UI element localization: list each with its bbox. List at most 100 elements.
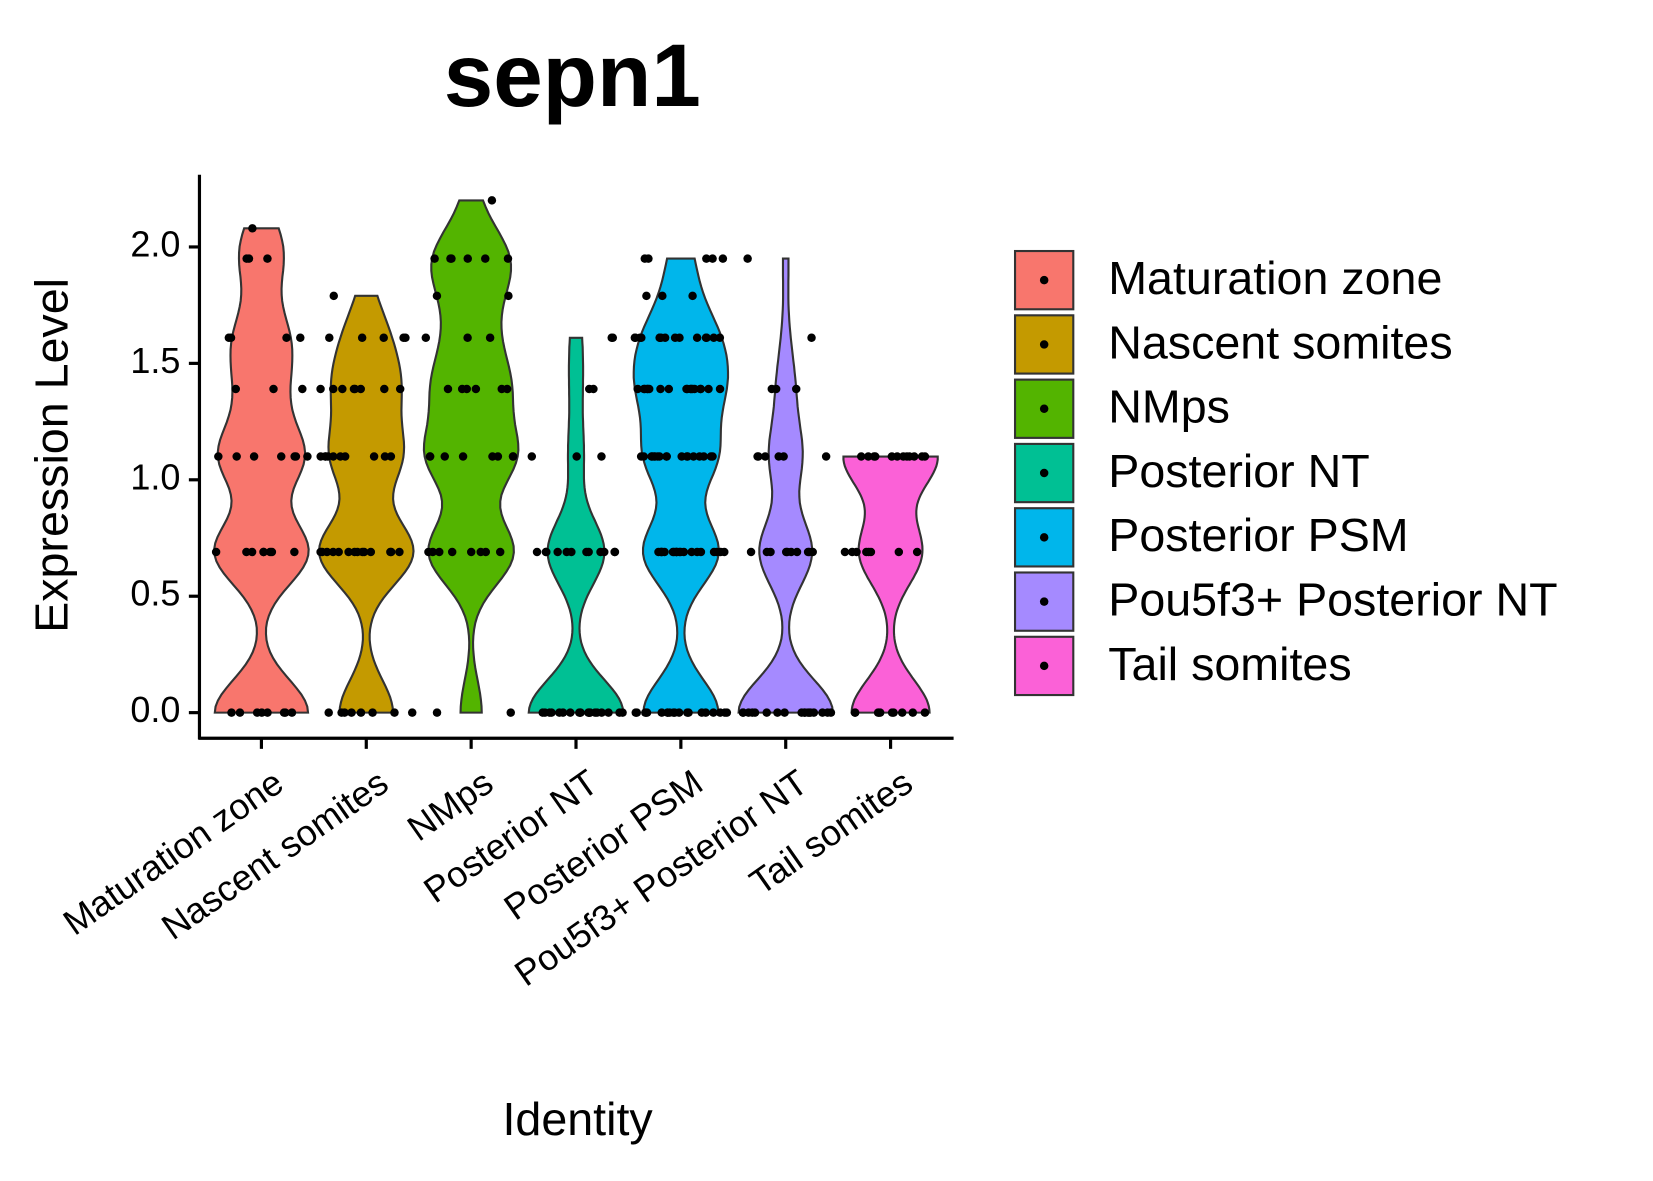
data-point bbox=[324, 708, 333, 717]
data-point bbox=[584, 708, 594, 717]
data-point bbox=[607, 333, 616, 342]
y-axis-title: Expression Level bbox=[26, 278, 78, 633]
data-point bbox=[321, 452, 331, 461]
data-point bbox=[847, 547, 857, 557]
data-point bbox=[780, 708, 789, 717]
data-point bbox=[248, 224, 257, 233]
data-point bbox=[683, 452, 692, 461]
data-point bbox=[481, 254, 490, 263]
data-point bbox=[350, 547, 359, 557]
data-point bbox=[589, 384, 598, 394]
data-point bbox=[290, 452, 299, 461]
legend-label: Posterior PSM bbox=[1108, 509, 1408, 561]
data-point bbox=[750, 708, 760, 717]
legend-dot bbox=[1039, 597, 1049, 606]
data-point bbox=[760, 452, 770, 461]
data-point bbox=[487, 196, 497, 205]
data-point bbox=[267, 547, 277, 557]
data-point bbox=[909, 452, 919, 461]
data-point bbox=[443, 384, 453, 394]
data-point bbox=[329, 384, 338, 394]
data-point bbox=[432, 291, 442, 301]
data-point bbox=[662, 452, 671, 461]
data-point bbox=[642, 291, 651, 301]
data-point bbox=[390, 708, 399, 717]
data-point bbox=[718, 254, 728, 263]
y-tick-label: 1.0 bbox=[130, 456, 180, 497]
data-point bbox=[447, 254, 456, 263]
data-point bbox=[298, 384, 307, 394]
data-point bbox=[610, 547, 620, 557]
data-point bbox=[344, 547, 353, 557]
data-point bbox=[504, 291, 513, 301]
data-point bbox=[471, 384, 481, 394]
data-point bbox=[677, 452, 686, 461]
legend-label: Nascent somites bbox=[1108, 316, 1452, 368]
data-point bbox=[303, 452, 312, 461]
y-tick-label: 1.5 bbox=[130, 340, 180, 381]
data-point bbox=[708, 254, 717, 263]
data-point bbox=[864, 452, 873, 461]
data-point bbox=[669, 708, 678, 717]
data-point bbox=[894, 547, 904, 557]
data-point bbox=[887, 708, 897, 717]
data-point bbox=[458, 452, 468, 461]
data-point bbox=[647, 452, 656, 461]
data-point bbox=[917, 452, 927, 461]
data-point bbox=[366, 547, 376, 557]
data-point bbox=[773, 708, 782, 717]
data-point bbox=[231, 384, 241, 394]
data-point bbox=[447, 547, 457, 557]
data-point bbox=[395, 547, 404, 557]
legend-dot bbox=[1039, 340, 1049, 349]
y-tick-label: 0.0 bbox=[130, 689, 180, 730]
data-point bbox=[493, 452, 503, 461]
data-point bbox=[818, 708, 827, 717]
data-point bbox=[227, 708, 236, 717]
data-point bbox=[715, 333, 725, 342]
data-point bbox=[430, 254, 439, 263]
data-point bbox=[639, 452, 648, 461]
data-point bbox=[709, 708, 718, 717]
data-point bbox=[502, 384, 512, 394]
data-point bbox=[495, 547, 505, 557]
data-point bbox=[369, 452, 379, 461]
data-point bbox=[696, 547, 706, 557]
data-point bbox=[576, 708, 585, 717]
data-point bbox=[399, 333, 408, 342]
data-point bbox=[249, 452, 259, 461]
data-point bbox=[257, 708, 267, 717]
legend-dot bbox=[1039, 661, 1049, 671]
data-point bbox=[807, 333, 816, 342]
data-point bbox=[657, 708, 666, 717]
legend-label: Tail somites bbox=[1108, 638, 1351, 690]
data-point bbox=[702, 333, 711, 342]
data-point bbox=[532, 547, 542, 557]
data-point bbox=[421, 333, 431, 342]
data-point bbox=[386, 547, 395, 557]
legend-dot bbox=[1039, 275, 1049, 285]
data-point bbox=[702, 254, 711, 263]
data-point bbox=[340, 452, 350, 461]
data-point bbox=[897, 708, 907, 717]
legend-dot bbox=[1039, 404, 1049, 413]
data-point bbox=[553, 547, 562, 557]
data-point bbox=[743, 254, 752, 263]
data-point bbox=[663, 708, 672, 717]
data-point bbox=[704, 384, 713, 394]
data-point bbox=[862, 547, 871, 557]
data-point bbox=[481, 547, 491, 557]
data-point bbox=[380, 452, 390, 461]
data-point bbox=[908, 708, 918, 717]
violin bbox=[737, 257, 835, 714]
data-point bbox=[850, 708, 860, 717]
data-point bbox=[287, 708, 297, 717]
data-point bbox=[356, 708, 366, 717]
data-point bbox=[633, 384, 642, 394]
data-point bbox=[242, 547, 251, 557]
data-point bbox=[290, 547, 299, 557]
data-point bbox=[656, 384, 665, 394]
violin bbox=[317, 294, 415, 714]
data-point bbox=[566, 708, 575, 717]
data-point bbox=[696, 384, 705, 394]
